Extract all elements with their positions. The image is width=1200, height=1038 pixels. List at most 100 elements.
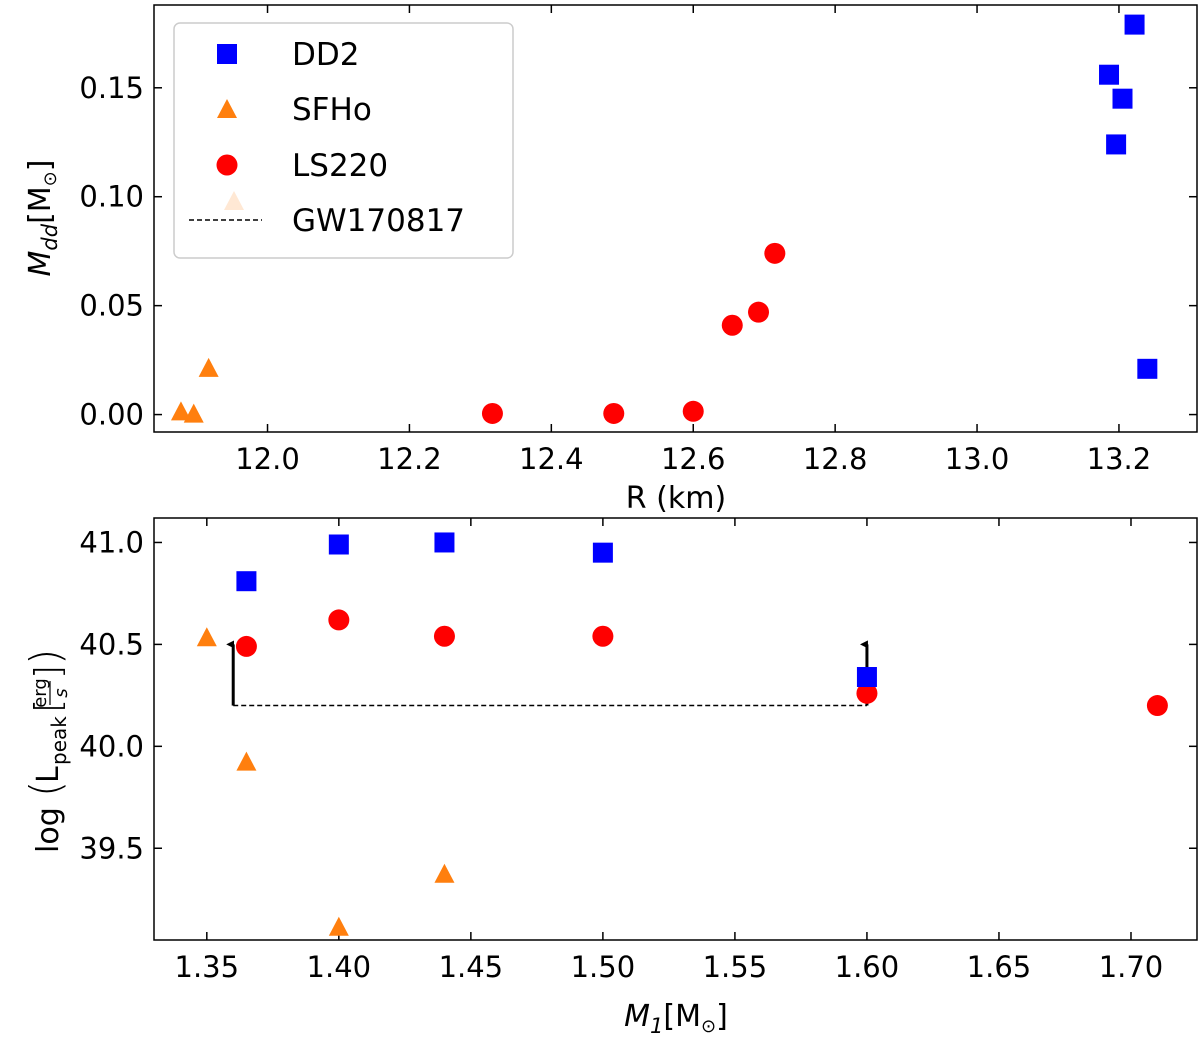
legend-faded-triangle-marker [224,191,244,210]
bottom-ylabel-L: L [31,766,66,783]
legend-sfho-marker [217,99,237,118]
top-sfho-point [170,401,191,421]
bottom-xlabel-sub: 1 [650,1014,663,1038]
bottom-xlabel-bracket: [M [663,999,701,1034]
top-ls220-point [721,314,743,336]
bottom-sfho-point [434,863,455,883]
top-x-tick-label: 12.0 [235,442,300,476]
bottom-x-tick-label: 1.60 [835,950,900,984]
top-x-tick-label: 12.6 [661,442,726,476]
top-sfho-point [198,357,219,377]
bottom-x-tick-label: 1.50 [571,950,636,984]
bottom-ylabel-den: s [51,688,72,697]
bottom-y-tick-label: 40.5 [79,627,144,661]
top-ylabel-sub: dd [38,223,62,250]
bottom-ls220-point [235,635,257,657]
bottom-dd2-point [328,534,349,555]
legend-dd2-label: DD2 [292,37,359,73]
bottom-ylabel-open-paren: ( [21,781,70,797]
bottom-ylabel-sub: peak [47,716,71,765]
legend-dd2-marker [217,44,237,64]
top-dd2-point [1112,88,1133,109]
top-x-tick-label: 13.0 [945,442,1010,476]
top-y-tick-label: 0.15 [79,71,144,105]
bottom-ylabel-num: erg [30,678,51,708]
bottom-panel: 1.35 1.40 1.45 1.50 1.55 1.60 1.65 1.70 39.5 40.0… [21,517,1198,1038]
bottom-ylabel-close-paren: ) [21,649,70,665]
top-x-axis-label: R (km) [626,481,726,516]
legend-gw170817-label: GW170817 [292,203,465,239]
bottom-ylabel-open-bracket: [ [28,699,69,713]
bottom-ls220-point [592,625,614,647]
bottom-xlabel-main: M [624,999,650,1034]
top-ylabel-unit: [M⊙] [23,160,61,224]
top-ticks: 12.0 12.2 12.4 12.6 12.8 13.0 13.2 0.00 0.05 0.10… [79,5,1197,476]
bottom-x-tick-label: 1.45 [439,950,504,984]
bottom-ylabel-close-bracket: ] [28,665,69,679]
bottom-xlabel-close: ] [716,999,728,1034]
top-panel: 12.0 12.2 12.4 12.6 12.8 13.0 13.2 0.00 0.05 0.10… [23,4,1198,516]
bottom-dd2-point [236,571,257,592]
top-ylabel-bracket: [M [23,186,58,224]
bottom-x-tick-label: 1.35 [175,950,240,984]
top-y-tick-label: 0.00 [79,398,144,432]
bottom-y-axis-label: log ( L peak [ erg s ] ) [21,649,72,853]
legend-entry-gw170817: GW170817 [189,191,465,239]
top-x-tick-label: 12.8 [803,442,868,476]
bottom-sfho-point [236,751,257,771]
bottom-sfho-point [196,627,217,647]
legend-ls220-label: LS220 [292,148,388,184]
top-ls220-point [764,242,786,264]
legend-sfho-label: SFHo [292,92,372,128]
top-ls220-point [682,400,704,422]
top-dd2-point [1137,358,1158,379]
bottom-y-tick-label: 40.0 [79,729,144,763]
top-y-tick-label: 0.05 [79,289,144,323]
top-y-tick-label: 0.10 [79,180,144,214]
bottom-ls220-point [328,609,350,631]
bottom-plot-frame [153,517,1198,941]
bottom-x-tick-label: 1.40 [307,950,372,984]
top-dd2-point [1099,64,1120,85]
top-ls220-point [603,402,625,424]
legend-ls220-marker [216,154,238,176]
legend-entry-sfho: SFHo [217,92,372,128]
top-x-tick-label: 12.2 [377,442,442,476]
top-sfho-point [183,403,204,423]
bottom-marks [196,532,1168,936]
bottom-ticks: 1.35 1.40 1.45 1.50 1.55 1.60 1.65 1.70 39.5 40.0… [79,518,1197,984]
bottom-ylabel-log: log [31,807,66,853]
top-ls220-point [748,301,770,323]
legend-entry-dd2: DD2 [217,37,359,73]
bottom-y-tick-label: 41.0 [79,525,144,559]
top-x-tick-label: 13.2 [1087,442,1152,476]
bottom-dd2-point [856,667,877,688]
top-y-axis-label: Mdd[M⊙] [23,160,62,277]
bottom-ls220-point [433,625,455,647]
bottom-x-tick-label: 1.55 [703,950,768,984]
legend: DD2 SFHo LS220 GW170817 [173,22,514,259]
bottom-x-tick-label: 1.65 [967,950,1032,984]
legend-entry-ls220: LS220 [216,148,388,184]
top-ylabel-main: M [23,250,58,276]
top-x-tick-label: 12.4 [519,442,584,476]
top-ls220-point [481,402,503,424]
bottom-ls220-point [1146,695,1168,717]
bottom-x-tick-label: 1.70 [1099,950,1164,984]
bottom-sfho-point [328,916,349,936]
top-plot-frame [153,4,1198,433]
top-marks [170,14,1158,424]
top-dd2-point [1124,14,1145,35]
bottom-dd2-point [592,542,613,563]
gw170817-constraint [226,640,869,707]
bottom-dd2-point [434,532,455,553]
top-ylabel-close: ] [23,160,58,172]
top-ylabel-sun: ⊙ [40,171,61,186]
legend-frame [173,22,514,259]
bottom-xlabel-sun: ⊙ [701,1016,716,1037]
bottom-y-tick-label: 39.5 [79,831,144,865]
bottom-x-axis-label: M1[M⊙] [624,999,728,1038]
top-dd2-point [1106,134,1127,155]
bottom-ls220-point [856,682,878,704]
